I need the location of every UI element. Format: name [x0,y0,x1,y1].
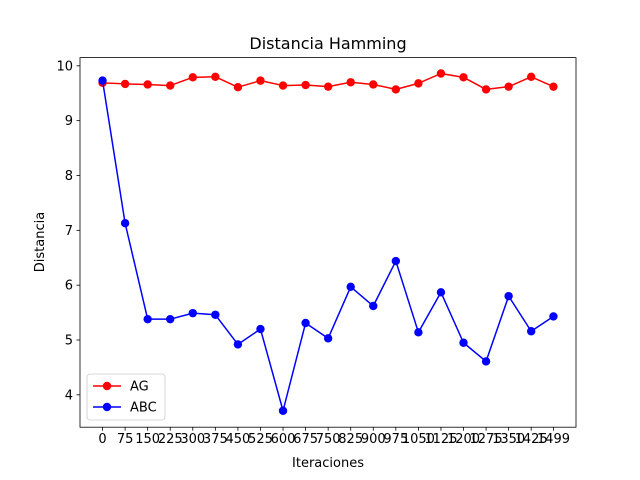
data-point-abc [188,308,197,318]
data-point-abc [278,406,288,415]
x-tick-label: 1350 [492,432,525,447]
x-tick-label: 1125 [424,432,457,447]
chart-title: Distancia Hamming [249,34,406,53]
data-point-ag [120,79,130,89]
data-point-abc [120,219,130,228]
x-tick-label: 1499 [537,432,570,447]
x-tick-label: 750 [316,432,341,447]
data-point-ag [526,72,536,81]
data-point-ag [436,69,446,78]
data-point-abc [481,357,491,366]
axes-layer: 0 75 1502253003754505256006757508259009751… [56,57,577,447]
x-tick-label: 150 [135,432,160,447]
data-point-ag [414,79,423,88]
data-point-ag [346,78,355,87]
data-point-abc [414,328,423,337]
data-point-abc [346,282,355,292]
x-tick-label: 1275 [470,432,503,447]
legend: AG ABC [86,373,166,421]
x-tick-label: 675 [293,432,318,447]
data-point-ag [481,85,491,94]
x-tick-label: 975 [383,432,408,447]
x-tick-label: 0 [98,432,106,447]
data-point-ag [301,80,310,90]
series-layer [98,69,558,415]
data-point-abc [549,312,558,321]
data-point-abc [166,314,175,324]
data-point-ag [504,82,513,91]
data-point-abc [98,76,107,85]
x-tick-label: 825 [338,432,363,447]
x-tick-label: 450 [225,432,250,447]
y-tick-label: 10 [56,59,73,74]
data-point-abc [143,314,152,324]
legend-entry-ag: AG [93,380,149,395]
x-tick-label: 525 [248,432,273,447]
data-point-abc [526,327,536,336]
data-point-ag [278,81,288,90]
data-point-ag [143,80,152,89]
data-point-abc [256,324,265,334]
data-point-abc [233,340,243,349]
data-point-abc [369,301,378,311]
data-point-ag [459,73,468,82]
series-ag [98,69,558,94]
data-point-abc [436,288,446,297]
x-tick-label: 1425 [515,432,548,447]
data-point-abc [301,318,310,328]
y-tick-label: 8 [65,169,73,184]
plot-area [80,57,576,428]
x-tick-label: 300 [180,432,205,447]
legend-entry-abc: ABC [93,401,157,416]
y-tick-label: 4 [65,388,73,403]
y-tick-label: 5 [65,334,73,349]
legend-marker [102,402,112,412]
data-point-ag [369,80,378,89]
data-point-abc [504,291,513,301]
series-abc [98,76,558,415]
x-tick-label: 900 [361,432,386,447]
x-axis-label: Iteraciones [292,456,364,471]
x-tick-label: 225 [158,432,183,447]
data-point-abc [459,338,468,347]
data-point-ag [323,82,333,91]
legend-label: ABC [130,401,157,416]
legend-label: AG [130,380,149,395]
data-point-abc [391,256,401,266]
data-point-abc [323,334,333,343]
x-tick-label: 375 [203,432,228,447]
y-tick-label: 9 [65,114,73,129]
data-point-ag [549,82,558,91]
data-point-ag [256,76,265,85]
x-tick-label: 1050 [402,432,435,447]
data-point-ag [166,81,175,90]
y-tick-label: 7 [65,224,73,239]
data-point-ag [391,85,401,94]
y-axis-label: Distancia [33,212,48,272]
data-point-ag [188,73,197,82]
x-tick-label: 75 [117,432,134,447]
x-tick-label: 1200 [447,432,480,447]
data-point-abc [211,310,220,319]
y-tick-label: 6 [65,279,73,294]
x-tick-label: 600 [271,432,296,447]
legend-marker [102,381,112,391]
data-point-ag [211,72,220,81]
data-point-ag [233,83,243,92]
